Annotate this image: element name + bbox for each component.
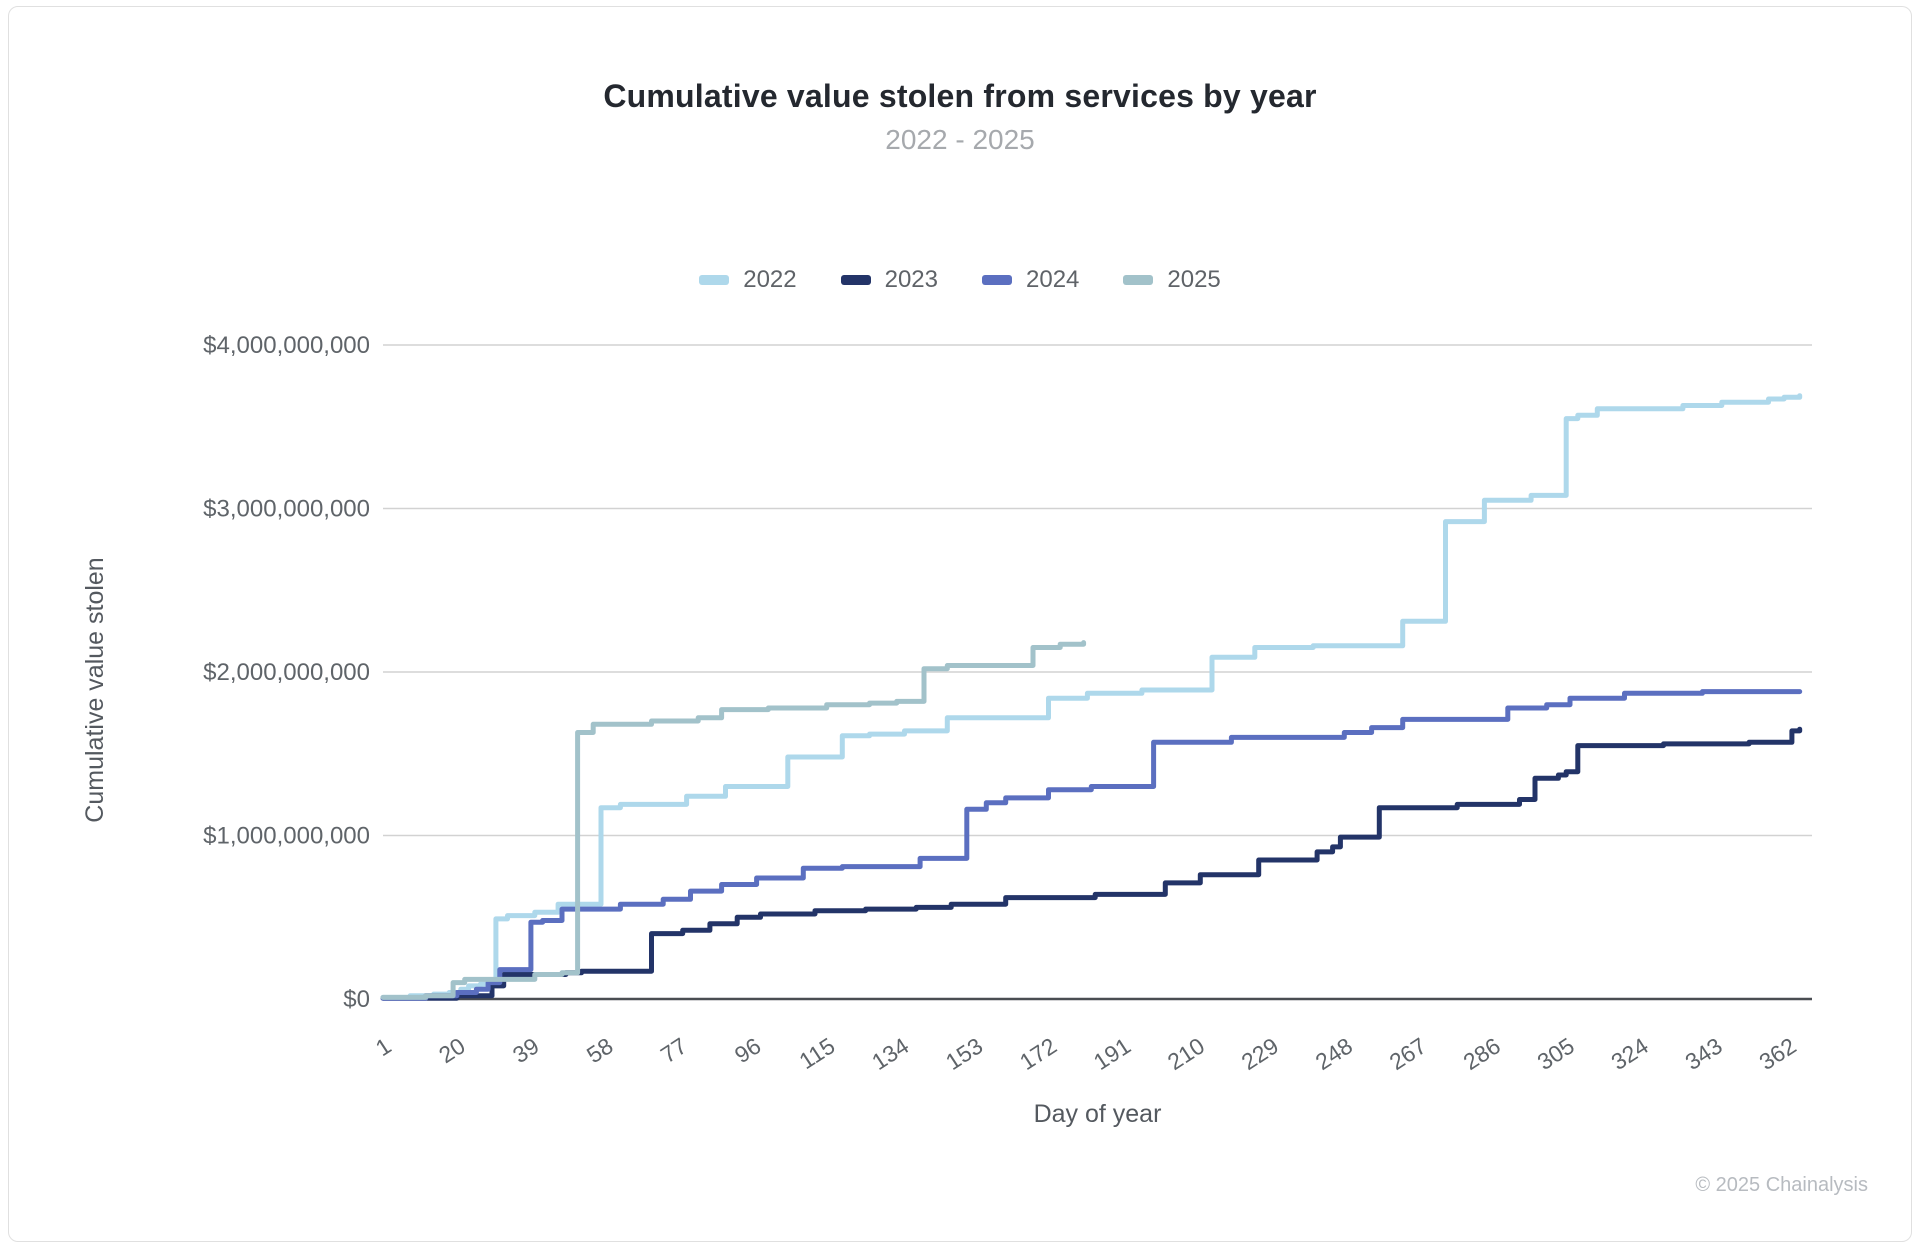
x-tick-label: 267 <box>1385 1032 1431 1075</box>
x-tick-label: 115 <box>794 1032 839 1074</box>
x-tick-label: 96 <box>730 1032 766 1068</box>
x-tick-label: 248 <box>1311 1032 1357 1075</box>
x-tick-label: 362 <box>1754 1032 1800 1075</box>
y-axis-title: Cumulative value stolen <box>81 557 109 822</box>
x-tick-label: 210 <box>1163 1032 1209 1075</box>
legend-item-2025[interactable]: 2025 <box>1123 266 1221 294</box>
x-tick-label: 343 <box>1680 1032 1726 1075</box>
x-axis-title: Day of year <box>1033 1100 1162 1128</box>
chart-card <box>8 6 1912 1242</box>
legend-label: 2025 <box>1167 266 1221 293</box>
x-tick-label: 58 <box>582 1032 618 1068</box>
x-tick-label: 229 <box>1237 1032 1283 1075</box>
legend-swatch-2023 <box>840 275 871 285</box>
x-tick-label: 172 <box>1015 1032 1061 1075</box>
x-tick-label: 20 <box>434 1032 470 1068</box>
series-line-2022[interactable] <box>380 393 1803 1000</box>
y-tick-label: $1,000,000,000 <box>203 823 370 850</box>
x-tick-label: 39 <box>508 1032 544 1068</box>
y-tick-label: $4,000,000,000 <box>203 332 370 359</box>
series-lines <box>380 393 1803 1001</box>
series-line-2023[interactable] <box>380 726 1803 1001</box>
series-line-2024[interactable] <box>380 689 1803 1001</box>
x-tick-label: 324 <box>1606 1032 1653 1075</box>
chart-subtitle: 2022 - 2025 <box>885 124 1035 155</box>
x-tick-label: 134 <box>867 1032 914 1075</box>
y-axis-tick-labels: $4,000,000,000 $3,000,000,000 $2,000,000,0… <box>203 332 370 1013</box>
y-tick-label: $3,000,000,000 <box>203 496 370 523</box>
x-tick-label: 286 <box>1459 1032 1505 1075</box>
copyright-note: © 2025 Chainalysis <box>1695 1174 1868 1196</box>
x-tick-label: 1 <box>371 1032 396 1061</box>
x-tick-label: 153 <box>941 1032 987 1075</box>
y-tick-label: $0 <box>343 986 370 1013</box>
x-axis-tick-labels: 1 20 39 58 77 96 115 134 153 172 191 210 229 248 267 28… <box>371 1032 1801 1075</box>
legend-swatch-2025 <box>1123 275 1154 285</box>
legend: 2022 2023 2024 2025 <box>0 266 1920 294</box>
legend-item-2024[interactable]: 2024 <box>982 266 1079 294</box>
series-line-2025[interactable] <box>380 640 1087 1000</box>
gridlines <box>383 344 1812 1001</box>
y-tick-label: $2,000,000,000 <box>203 659 370 686</box>
legend-item-2022[interactable]: 2022 <box>699 266 797 294</box>
x-tick-label: 305 <box>1533 1032 1579 1075</box>
legend-swatch-2024 <box>982 275 1012 285</box>
x-tick-label: 77 <box>656 1032 692 1068</box>
legend-label: 2022 <box>743 266 797 293</box>
x-tick-label: 191 <box>1089 1032 1135 1075</box>
legend-label: 2024 <box>1026 266 1080 293</box>
legend-swatch-2022 <box>699 275 730 285</box>
chart-title: Cumulative value stolen from services by… <box>603 78 1317 114</box>
legend-label: 2023 <box>884 266 938 293</box>
legend-item-2023[interactable]: 2023 <box>840 266 938 294</box>
